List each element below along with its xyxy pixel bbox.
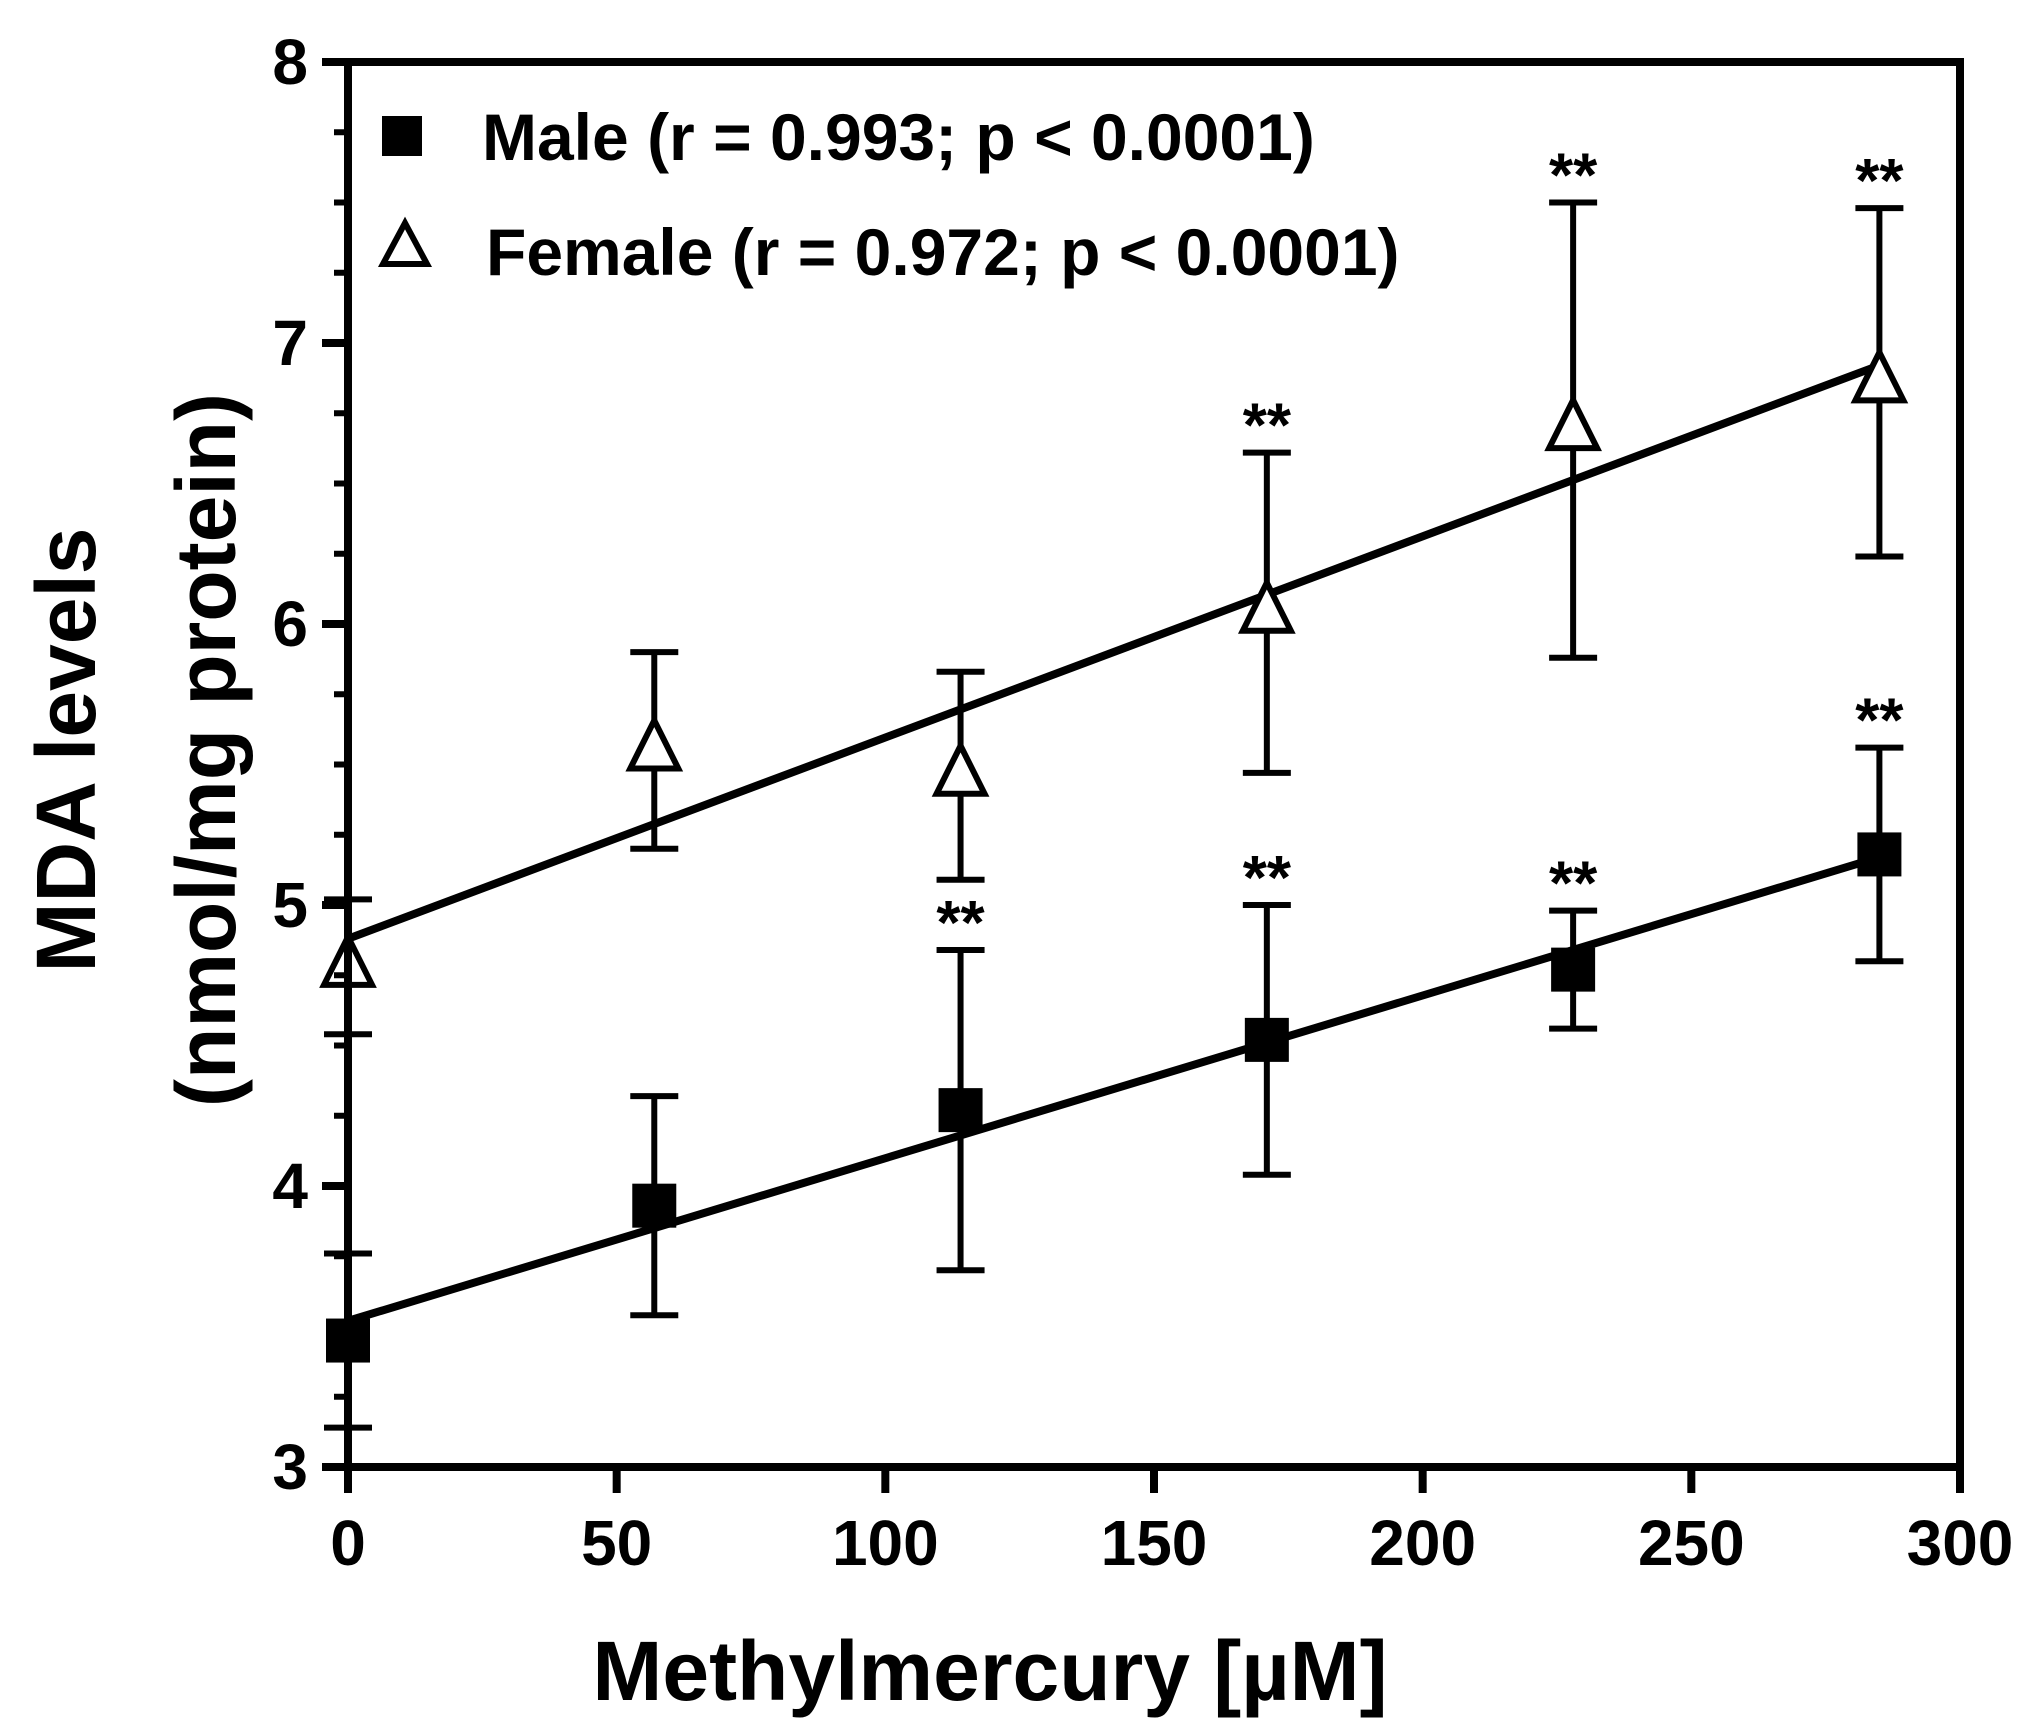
female-data-point [1850, 345, 1909, 404]
y-tick-label: 4 [272, 1150, 308, 1222]
y-tick-label: 7 [272, 307, 308, 379]
female-significance-label: ** [1243, 392, 1292, 461]
male-data-point [938, 1088, 983, 1133]
x-tick-label: 0 [330, 1507, 366, 1579]
axes: 0 50 100 150 200 250 300 3 4 5 6 7 8 [272, 26, 2013, 1579]
error-bars [324, 199, 1904, 1431]
female-significance-label: ** [1549, 142, 1598, 211]
x-tick-label: 100 [832, 1507, 939, 1579]
x-tick-label: 300 [1907, 1507, 2014, 1579]
male-significance-label: ** [936, 889, 985, 958]
male-significance-label: ** [1549, 850, 1598, 919]
x-tick-label: 150 [1101, 1507, 1208, 1579]
x-axis-label: Methylmercury [µM] [592, 1624, 1387, 1718]
male-data-point [1244, 1017, 1289, 1062]
y-tick-label: 3 [272, 1431, 308, 1503]
y-axis-label-line1: MDA levels [19, 527, 113, 972]
male-data-point [632, 1183, 677, 1228]
male-data-point [1857, 832, 1902, 877]
y-tick-label: 6 [272, 588, 308, 660]
plot-lines [346, 361, 1881, 1325]
legend-female-label: Female (r = 0.972; p < 0.0001) [486, 215, 1400, 289]
female-data-point [1237, 576, 1296, 634]
legend: Male (r = 0.993; p < 0.0001) Female (r =… [377, 100, 1400, 289]
y-axis-label-line2: (nmol/mg protein) [159, 393, 253, 1107]
female-significance-label: ** [1855, 147, 1904, 216]
female-regression-line [346, 361, 1881, 943]
female-data-point [1544, 393, 1602, 452]
annotations: ** ** ** ** ** ** ** [936, 142, 1904, 958]
legend-female-marker [377, 216, 433, 267]
female-data-point [931, 739, 990, 797]
legend-male-label: Male (r = 0.993; p < 0.0001) [482, 100, 1315, 174]
y-tick-label: 8 [272, 26, 308, 98]
x-tick-label: 200 [1369, 1507, 1476, 1579]
legend-male-marker [382, 116, 422, 156]
x-tick-label: 250 [1638, 1507, 1745, 1579]
male-significance-label: ** [1243, 844, 1292, 913]
female-data-point [625, 713, 684, 772]
male-data-point [1551, 947, 1596, 992]
x-tick-label: 50 [581, 1507, 652, 1579]
male-regression-line [346, 853, 1881, 1325]
y-tick-label: 5 [272, 869, 308, 941]
male-significance-label: ** [1855, 687, 1904, 756]
